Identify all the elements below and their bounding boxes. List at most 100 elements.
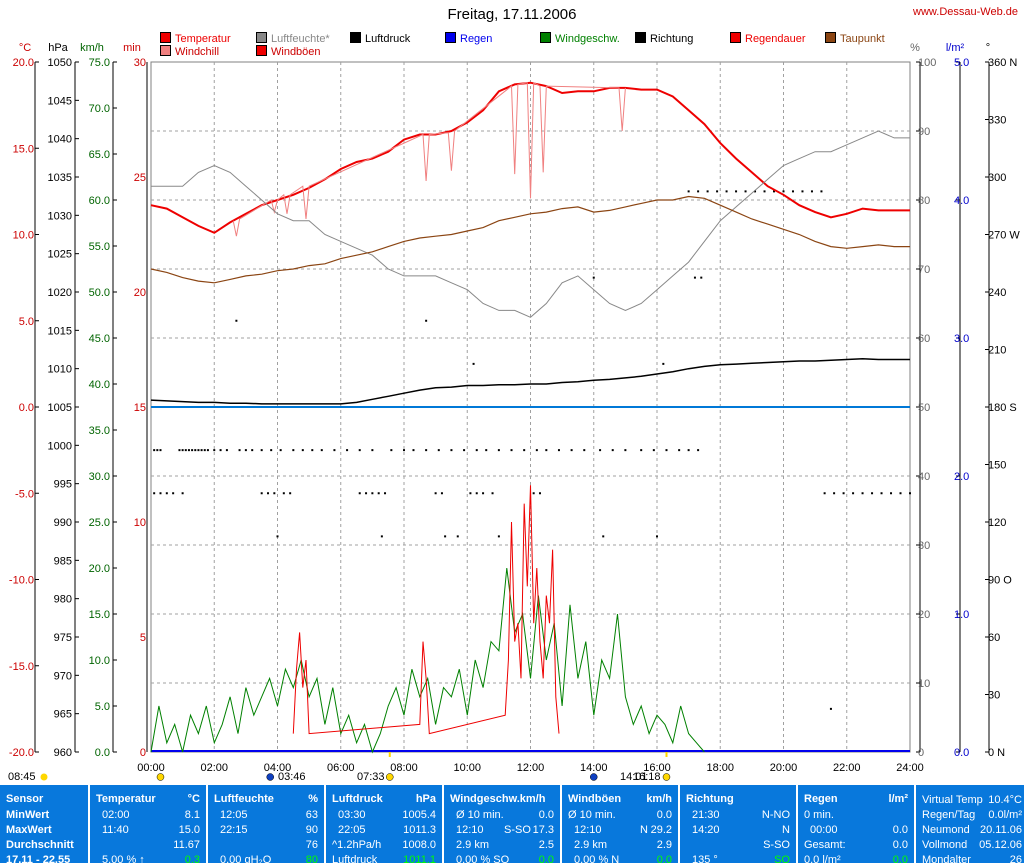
- minutes-tick-label: 30: [134, 57, 146, 69]
- prev-sun-marker: [40, 773, 48, 781]
- sun-moon-marker: [156, 773, 165, 781]
- direction-dot: [909, 492, 911, 495]
- direction-tick-label: 330: [988, 115, 1006, 127]
- direction-dot: [200, 449, 203, 452]
- pres-max-time: 22:05: [338, 824, 366, 836]
- direction-dot: [440, 492, 443, 495]
- direction-dot: [197, 449, 200, 452]
- direction-dot: [333, 449, 336, 452]
- x-tick-label: 22:00: [833, 762, 861, 774]
- site-link[interactable]: www.Dessau-Web.de: [913, 6, 1018, 18]
- direction-dot: [782, 190, 785, 193]
- minutes-tick-label: 0: [140, 747, 146, 759]
- series-taupunkt-line: [150, 195, 910, 284]
- axis-unit-label: °: [986, 42, 990, 54]
- legend-swatch: [445, 32, 456, 43]
- panel-temperatur: Temperatur °C 02:00 8.1 11:40 15.0 11.67…: [88, 785, 206, 866]
- direction-dot: [276, 535, 279, 538]
- direction-dot: [482, 492, 485, 495]
- windboeen-unit: km/h: [646, 793, 672, 805]
- legend-swatch: [350, 32, 361, 43]
- pressure-tick-label: 1005: [48, 402, 72, 414]
- x-tick-label: 24:00: [896, 762, 924, 774]
- rain-current-label: 0.0 l/m²: [804, 854, 841, 866]
- humidity-tick-label: 30: [918, 540, 930, 552]
- direction-dot: [434, 492, 437, 495]
- hum-min-value: 63: [305, 809, 318, 821]
- direction-dot: [244, 449, 247, 452]
- direction-dot: [861, 492, 864, 495]
- pres-avg-value: 1008.0: [402, 839, 436, 851]
- weather-chart: 20.015.010.05.00.0-5.0-10.0-15.0-20.0105…: [9, 42, 1020, 781]
- row-label-max: MaxWert: [6, 824, 52, 836]
- direction-dot: [652, 449, 655, 452]
- legend-item: Temperatur: [160, 32, 231, 45]
- temp-max-value: 15.0: [178, 824, 200, 836]
- direction-dot: [693, 276, 696, 279]
- direction-dot: [716, 190, 719, 193]
- direction-tick-label: 0 N: [988, 747, 1005, 759]
- direction-dot: [624, 449, 627, 452]
- misc-label-2: Neumond: [922, 824, 970, 836]
- direction-dot: [823, 492, 826, 495]
- direction-dot: [599, 449, 602, 452]
- direction-dot: [279, 449, 282, 452]
- x-tick-label: 18:00: [706, 762, 734, 774]
- direction-dot: [810, 190, 813, 193]
- direction-dot: [384, 492, 387, 495]
- x-tick-label: 10:00: [453, 762, 481, 774]
- pressure-tick-label: 985: [54, 555, 72, 567]
- direction-dot: [706, 190, 709, 193]
- legend-item: Richtung: [635, 32, 693, 45]
- wind-share: 0.00 % SO: [456, 854, 510, 866]
- pres-min-value: 1005.4: [402, 809, 436, 821]
- direction-tick-label: 150: [988, 460, 1006, 472]
- stats-table: Sensor MinWert MaxWert Durchschnitt 17.1…: [0, 785, 1024, 866]
- wind-tick-label: 55.0: [89, 241, 110, 253]
- misc-value-4: 26: [1009, 854, 1022, 866]
- direction-dot: [523, 449, 526, 452]
- direction-dot: [270, 449, 273, 452]
- direction-dot: [181, 492, 184, 495]
- rain-duration: 0 min.: [804, 809, 834, 821]
- temp-avg-value: 11.67: [173, 839, 200, 851]
- misc-label-4: Mondalter: [922, 854, 971, 866]
- temp-tick-label: -5.0: [15, 488, 34, 500]
- series-luftdruck-line: [150, 357, 910, 405]
- legend-item: Regen: [445, 32, 492, 45]
- pressure-tick-label: 1045: [48, 95, 72, 107]
- gust-avg-value: 2.9: [656, 839, 672, 851]
- dir-max-value: N: [782, 824, 790, 836]
- humidity-tick-label: 50: [918, 402, 930, 414]
- x-tick-label: 06:00: [327, 762, 355, 774]
- direction-dot: [497, 449, 500, 452]
- hum-min-time: 12:05: [220, 809, 248, 821]
- direction-tick-label: 120: [988, 517, 1006, 529]
- direction-dot: [662, 362, 665, 365]
- chart-title: Freitag, 17.11.2006: [447, 6, 577, 23]
- gust-max-value: 29.2: [650, 824, 672, 836]
- legend-swatch: [256, 32, 267, 43]
- humidity-tick-label: 60: [918, 333, 930, 345]
- direction-dot: [592, 276, 595, 279]
- direction-dot: [390, 449, 393, 452]
- direction-tick-label: 210: [988, 345, 1006, 357]
- pressure-tick-label: 980: [54, 594, 72, 606]
- direction-dot: [545, 449, 548, 452]
- dir-max-time: 14:20: [692, 824, 720, 836]
- humidity-tick-label: 90: [918, 126, 930, 138]
- direction-dot: [444, 535, 447, 538]
- series-windchill-line: [232, 81, 626, 237]
- gust-max-time: 12:10: [574, 824, 602, 836]
- axis-unit-label: °C: [19, 42, 31, 54]
- wind-current-value: 0.0: [538, 854, 554, 866]
- legend-label: Taupunkt: [840, 33, 885, 45]
- sun-moon-marker: [662, 773, 671, 781]
- pres-trend: ^1.2hPa/h: [332, 839, 382, 851]
- direction-dot: [187, 449, 190, 452]
- x-tick-label: 12:00: [517, 762, 545, 774]
- direction-dot: [833, 492, 836, 495]
- minutes-tick-label: 5: [140, 632, 146, 644]
- sunrise-label: 07:33: [357, 771, 385, 783]
- direction-dot: [510, 449, 513, 452]
